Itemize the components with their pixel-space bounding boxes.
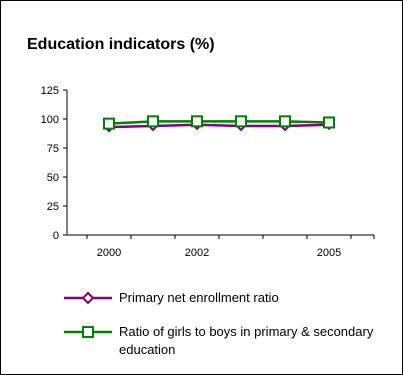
data-point-girls-ratio	[279, 115, 291, 128]
legend-swatch-girls-ratio	[64, 326, 112, 338]
x-tick-label: 2002	[185, 247, 209, 259]
data-point-girls-ratio	[323, 116, 335, 129]
data-point-girls-ratio	[103, 117, 115, 130]
y-tick-label: 125	[41, 85, 59, 97]
legend-swatch-enrollment	[64, 291, 112, 305]
y-tick-label: 50	[47, 172, 59, 184]
y-tick-label: 75	[47, 143, 59, 155]
data-point-girls-ratio	[191, 115, 203, 128]
chart-title: Education indicators (%)	[27, 36, 215, 53]
chart-axes: 0 25 50 75 100 125 2000 2002 2005	[41, 85, 375, 259]
chart-plot: 0 25 50 75 100 125 2000 2002 2005	[41, 85, 375, 259]
y-tick-label: 25	[47, 201, 59, 213]
legend-label-enrollment: Primary net enrollment ratio	[119, 290, 279, 305]
data-point-girls-ratio	[147, 115, 159, 128]
legend-label-girls-ratio: Ratio of girls to boys in primary & seco…	[119, 324, 374, 357]
x-tick-label: 2000	[97, 247, 121, 259]
x-tick-label: 2005	[317, 247, 341, 259]
series-line-girls-ratio	[108, 120, 330, 125]
series-line-enrollment	[108, 123, 330, 129]
y-tick-label: 0	[53, 230, 59, 242]
y-tick-label: 100	[41, 114, 59, 126]
chart-series	[103, 115, 335, 133]
data-point-girls-ratio	[235, 115, 247, 128]
